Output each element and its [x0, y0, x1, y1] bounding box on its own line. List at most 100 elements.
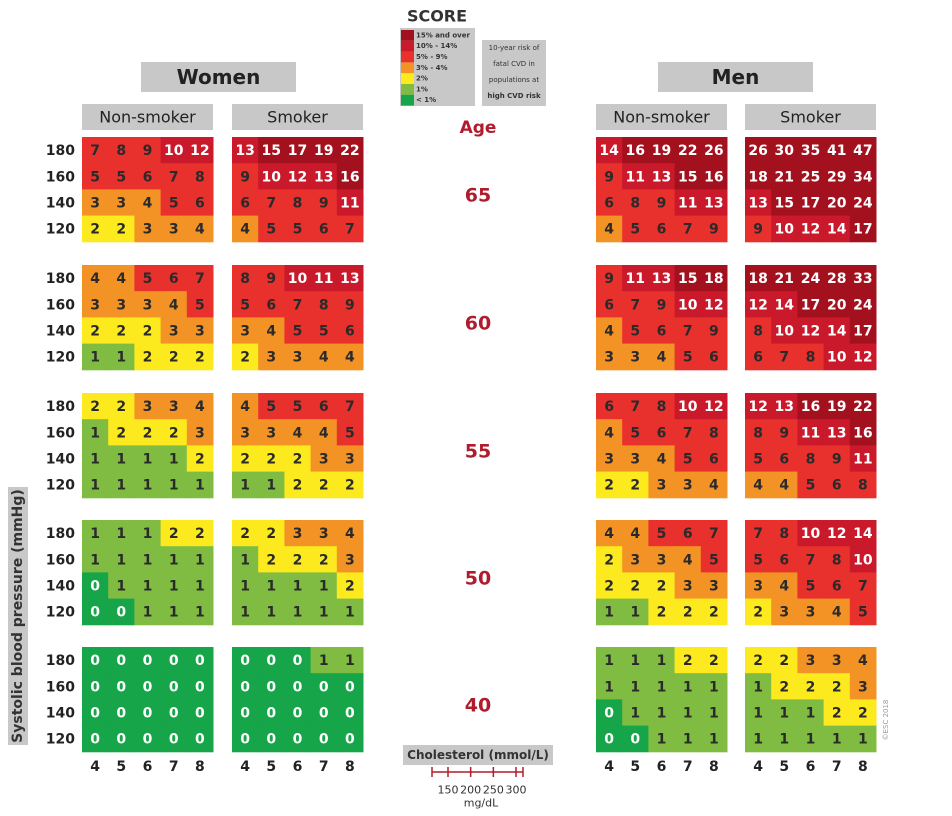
risk-value: 1 — [195, 552, 205, 568]
risk-value: 16 — [853, 425, 872, 441]
risk-value: 3 — [90, 196, 100, 212]
risk-value: 3 — [345, 452, 355, 468]
risk-value: 2 — [143, 425, 153, 441]
risk-value: 15 — [678, 271, 697, 287]
risk-value: 0 — [604, 732, 614, 748]
risk-value: 10 — [827, 350, 847, 366]
risk-cell — [674, 393, 702, 420]
risk-cell — [674, 647, 702, 674]
risk-value: 5 — [683, 350, 693, 366]
risk-cell — [310, 520, 338, 547]
risk-value: 0 — [90, 732, 100, 748]
risk-cell — [745, 393, 772, 420]
risk-cell — [310, 137, 338, 164]
risk-cell — [186, 520, 214, 547]
risk-cell — [258, 317, 285, 345]
risk-cell — [648, 699, 676, 727]
risk-cell — [797, 265, 825, 292]
age-label: Age — [460, 118, 497, 138]
risk-cell — [160, 393, 188, 420]
risk-value: 0 — [345, 679, 355, 695]
risk-cell — [258, 725, 285, 753]
risk-value: 5 — [753, 552, 763, 568]
risk-cell — [674, 137, 702, 164]
risk-value: 3 — [169, 222, 179, 238]
age-value: 50 — [465, 567, 491, 589]
risk-cell — [108, 163, 135, 190]
risk-value: 0 — [293, 653, 303, 669]
risk-cell — [284, 445, 312, 473]
risk-value: 5 — [240, 297, 250, 313]
risk-value: 22 — [853, 399, 872, 415]
risk-cell — [258, 189, 285, 217]
risk-value: 24 — [801, 271, 821, 287]
risk-cell — [700, 215, 728, 243]
risk-value: 14 — [827, 222, 847, 238]
risk-cell — [134, 520, 162, 547]
risk-value: 3 — [116, 297, 126, 313]
risk-value: 20 — [827, 297, 847, 313]
risk-value: 8 — [858, 478, 868, 494]
risk-value: 3 — [806, 653, 816, 669]
risk-cell — [700, 265, 728, 292]
risk-cell — [258, 598, 285, 626]
risk-value: 0 — [116, 706, 126, 722]
risk-cell — [310, 647, 338, 674]
risk-cell — [82, 647, 109, 674]
sbp-tick: 160 — [46, 169, 75, 185]
risk-value: 1 — [116, 526, 126, 542]
risk-value: 2 — [169, 425, 179, 441]
risk-cell — [258, 419, 285, 446]
risk-value: 17 — [853, 324, 872, 340]
risk-cell — [82, 419, 109, 446]
risk-cell — [336, 265, 364, 292]
risk-value: 1 — [806, 732, 816, 748]
risk-value: 1 — [345, 605, 355, 621]
risk-value: 4 — [169, 297, 179, 313]
risk-value: 3 — [709, 579, 719, 595]
risk-cell — [771, 317, 798, 345]
risk-cell — [108, 699, 135, 727]
risk-value: 16 — [801, 399, 820, 415]
risk-value: 3 — [604, 350, 614, 366]
risk-cell — [82, 343, 109, 371]
risk-value: 5 — [630, 425, 640, 441]
risk-cell — [771, 699, 798, 727]
risk-cell — [622, 546, 649, 573]
risk-value: 6 — [779, 552, 789, 568]
risk-value: 1 — [806, 706, 816, 722]
score-title: SCORE — [407, 7, 467, 26]
risk-value: 3 — [630, 350, 640, 366]
risk-value: 4 — [683, 552, 693, 568]
risk-value: 0 — [266, 653, 276, 669]
risk-value: 26 — [748, 143, 767, 159]
risk-value: 0 — [116, 679, 126, 695]
risk-cell — [310, 189, 338, 217]
risk-value: 2 — [266, 452, 276, 468]
group-header: Smoker — [267, 108, 328, 127]
risk-value: 1 — [293, 605, 303, 621]
risk-value: 3 — [266, 350, 276, 366]
sbp-tick: 160 — [46, 552, 75, 568]
risk-cell — [336, 137, 364, 164]
risk-cell — [232, 189, 259, 217]
risk-cell — [134, 343, 162, 371]
risk-cell — [823, 419, 851, 446]
risk-cell — [674, 215, 702, 243]
cholesterol-tick: 8 — [709, 759, 719, 775]
risk-value: 13 — [340, 271, 359, 287]
risk-cell — [336, 572, 364, 600]
risk-cell — [700, 291, 728, 318]
risk-cell — [648, 343, 676, 371]
risk-cell — [232, 598, 259, 626]
risk-cell — [797, 471, 825, 499]
risk-cell — [310, 546, 338, 573]
mgdl-unit: mg/dL — [464, 797, 499, 810]
risk-value: 3 — [169, 399, 179, 415]
sbp-tick: 140 — [46, 579, 75, 595]
risk-value: 9 — [604, 271, 614, 287]
legend-label: 15% and over — [416, 31, 470, 39]
risk-cell — [849, 471, 877, 499]
risk-value: 6 — [604, 196, 614, 212]
risk-cell — [596, 471, 623, 499]
